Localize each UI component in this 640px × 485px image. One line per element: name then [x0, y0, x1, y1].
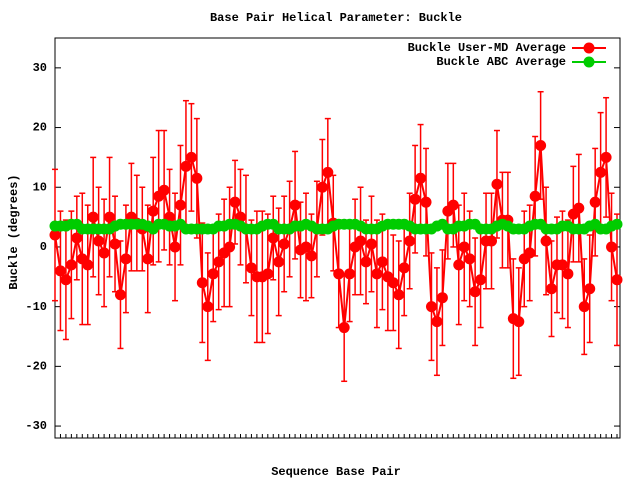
legend-swatch-point [583, 56, 595, 68]
point [49, 229, 61, 241]
point [316, 181, 328, 193]
point [185, 151, 197, 163]
point [273, 256, 285, 268]
point [322, 166, 334, 178]
legend-label: Buckle ABC Average [436, 55, 566, 69]
point [54, 265, 66, 277]
point [87, 211, 99, 223]
point [371, 268, 383, 280]
point [114, 289, 126, 301]
point [360, 256, 372, 268]
point [556, 259, 568, 271]
point [98, 247, 110, 259]
point [524, 247, 536, 259]
point [447, 199, 459, 211]
series-line [54, 145, 618, 328]
y-tick-label: -20 [25, 360, 47, 374]
point [300, 241, 312, 253]
point [393, 289, 405, 301]
chart-title: Base Pair Helical Parameter: Buckle [210, 11, 462, 25]
y-tick-label: 20 [33, 121, 47, 135]
point [333, 268, 345, 280]
point [540, 235, 552, 247]
point [267, 232, 279, 244]
x-axis-label: Sequence Base Pair [271, 465, 401, 479]
point [546, 283, 558, 295]
point [355, 235, 367, 247]
point [344, 268, 356, 280]
point [600, 151, 612, 163]
point [611, 274, 623, 286]
point [65, 259, 77, 271]
point [229, 196, 241, 208]
point [376, 256, 388, 268]
point [278, 238, 290, 250]
legend-label: Buckle User-MD Average [408, 41, 566, 55]
point [584, 283, 596, 295]
point [595, 166, 607, 178]
point [436, 292, 448, 304]
point [562, 268, 574, 280]
point [475, 274, 487, 286]
point [71, 232, 83, 244]
point [573, 202, 585, 214]
y-axis-label: Buckle (degrees) [7, 174, 21, 289]
legend-swatch-point [583, 42, 595, 54]
point [420, 196, 432, 208]
point [120, 253, 132, 265]
point [387, 277, 399, 289]
point [513, 316, 525, 328]
point [491, 178, 503, 190]
y-tick-label: -10 [25, 300, 47, 314]
point [147, 205, 159, 217]
point [174, 199, 186, 211]
point [104, 211, 116, 223]
point [365, 238, 377, 250]
point [611, 218, 623, 230]
point [578, 301, 590, 313]
point [398, 262, 410, 274]
point [453, 259, 465, 271]
point [202, 301, 214, 313]
point [464, 253, 476, 265]
point [245, 262, 257, 274]
point [169, 241, 181, 253]
y-tick-label: 0 [40, 240, 47, 254]
point [191, 172, 203, 184]
point [60, 274, 72, 286]
point [224, 241, 236, 253]
point [529, 190, 541, 202]
point [196, 277, 208, 289]
point [589, 196, 601, 208]
point [535, 139, 547, 151]
point [93, 235, 105, 247]
point [213, 256, 225, 268]
y-tick-label: -30 [25, 419, 47, 433]
point [180, 160, 192, 172]
point [409, 193, 421, 205]
y-tick-label: 30 [33, 61, 47, 75]
y-tick-label: 10 [33, 180, 47, 194]
point [415, 172, 427, 184]
point [158, 184, 170, 196]
point [338, 322, 350, 334]
point [207, 268, 219, 280]
point [82, 259, 94, 271]
point [305, 250, 317, 262]
point [289, 199, 301, 211]
point [606, 241, 618, 253]
point [458, 241, 470, 253]
point [109, 238, 121, 250]
point [425, 301, 437, 313]
point [486, 235, 498, 247]
point [142, 253, 154, 265]
point [469, 286, 481, 298]
point [431, 316, 443, 328]
point [404, 235, 416, 247]
point [262, 268, 274, 280]
